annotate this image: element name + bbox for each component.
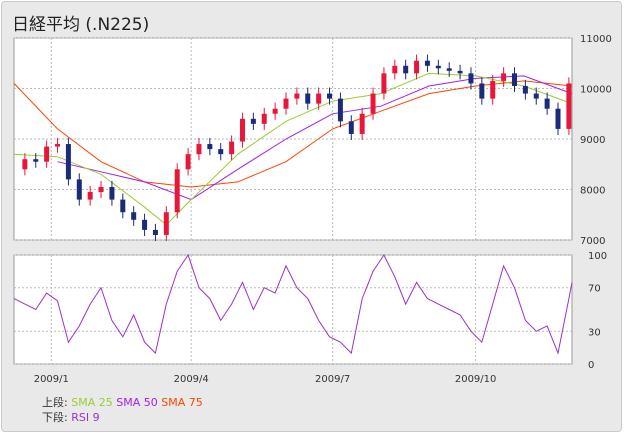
candle-body bbox=[348, 121, 354, 134]
price-gridlines bbox=[14, 37, 572, 241]
candle-body bbox=[272, 108, 278, 114]
candle-body bbox=[239, 118, 245, 142]
price-y-tick-11000: 11000 bbox=[580, 34, 612, 45]
candle-body bbox=[327, 93, 333, 99]
legend-sma25: SMA 25 bbox=[71, 396, 113, 409]
price-chart: 7000 8000 9000 10000 11000 bbox=[13, 34, 612, 247]
legend-sma50: SMA 50 bbox=[116, 396, 158, 409]
candle-body bbox=[490, 80, 496, 99]
candle-body bbox=[76, 179, 82, 200]
candle-body bbox=[22, 159, 28, 170]
candle-body bbox=[207, 144, 213, 150]
candle-body bbox=[479, 83, 485, 99]
candle-body bbox=[381, 73, 387, 94]
rsi-y-tick-labels: 0 30 70 100 bbox=[588, 251, 607, 371]
candle-body bbox=[403, 65, 409, 74]
candle-body bbox=[120, 199, 126, 213]
candle-body bbox=[87, 192, 93, 200]
candle-body bbox=[370, 93, 376, 114]
candle-body bbox=[196, 144, 202, 155]
x-tick-2009/1: 2009/1 bbox=[34, 374, 69, 385]
candle-body bbox=[174, 169, 180, 213]
candle-body bbox=[544, 98, 550, 109]
candle-body bbox=[566, 83, 572, 129]
x-tick-2009/7: 2009/7 bbox=[315, 374, 350, 385]
price-y-tick-7000: 7000 bbox=[580, 236, 605, 247]
candle-body bbox=[511, 73, 517, 86]
candle-body bbox=[424, 60, 430, 66]
candle-body bbox=[229, 141, 235, 155]
rsi-line-group bbox=[13, 253, 573, 355]
candle-body bbox=[109, 186, 115, 200]
legend-upper: 上段: SMA 25 SMA 50 SMA 75 bbox=[42, 394, 203, 410]
candle-body bbox=[555, 108, 561, 129]
candle-body bbox=[305, 93, 311, 104]
price-y-tick-10000: 10000 bbox=[580, 85, 612, 96]
candle-body bbox=[218, 149, 224, 155]
rsi-plot-area bbox=[13, 254, 573, 365]
price-sma-lines bbox=[13, 72, 573, 226]
candle-body bbox=[435, 65, 441, 69]
candle-body bbox=[250, 118, 256, 124]
legend-upper-label: 上段: bbox=[42, 396, 68, 409]
candle-body bbox=[33, 159, 39, 162]
price-plot-area bbox=[13, 37, 573, 241]
candle-body bbox=[163, 212, 169, 235]
sma75-line bbox=[13, 80, 573, 188]
candle-body bbox=[468, 73, 474, 84]
candle-body bbox=[359, 113, 365, 134]
rsi-line bbox=[13, 253, 573, 355]
rsi-chart: 0 30 70 100 bbox=[13, 251, 607, 371]
page-title: 日経平均 (.N225) bbox=[12, 15, 150, 35]
legend-rsi9: RSI 9 bbox=[71, 411, 100, 424]
candle-body bbox=[98, 186, 104, 193]
x-tick-labels: 2009/1 2009/4 2009/7 2009/10 bbox=[34, 374, 497, 385]
legend-lower-label: 下段: bbox=[42, 411, 68, 424]
price-y-tick-9000: 9000 bbox=[580, 135, 605, 146]
candle-body bbox=[294, 93, 300, 99]
candle-body bbox=[44, 146, 50, 162]
candle-body bbox=[337, 98, 343, 122]
candle-body bbox=[283, 98, 289, 109]
rsi-y-tick-100: 100 bbox=[588, 251, 607, 262]
price-y-tick-labels: 7000 8000 9000 10000 11000 bbox=[580, 34, 612, 247]
rsi-y-tick-70: 70 bbox=[588, 284, 601, 295]
legend-lower: 下段: RSI 9 bbox=[42, 409, 100, 425]
candle-body bbox=[522, 85, 528, 94]
price-candles bbox=[22, 54, 572, 242]
candle-body bbox=[501, 73, 507, 81]
candle-body bbox=[55, 144, 61, 147]
candle-body bbox=[446, 68, 452, 71]
legend-sma75: SMA 75 bbox=[161, 396, 203, 409]
sma25-line bbox=[13, 72, 573, 226]
candle-body bbox=[131, 212, 137, 220]
candle-body bbox=[457, 70, 463, 74]
x-tick-2009/10: 2009/10 bbox=[455, 374, 497, 385]
candle-body bbox=[392, 65, 398, 74]
candle-body bbox=[533, 93, 539, 99]
rsi-y-tick-30: 30 bbox=[588, 327, 601, 338]
candle-body bbox=[414, 60, 420, 74]
rsi-gridlines bbox=[14, 254, 572, 365]
candle-body bbox=[316, 93, 322, 104]
candle-body bbox=[65, 144, 71, 180]
rsi-y-tick-0: 0 bbox=[588, 360, 594, 371]
x-tick-2009/4: 2009/4 bbox=[174, 374, 209, 385]
candle-body bbox=[261, 113, 267, 124]
price-y-tick-8000: 8000 bbox=[580, 186, 605, 197]
candle-body bbox=[185, 154, 191, 170]
candle-body bbox=[152, 229, 158, 235]
candle-body bbox=[142, 219, 148, 230]
